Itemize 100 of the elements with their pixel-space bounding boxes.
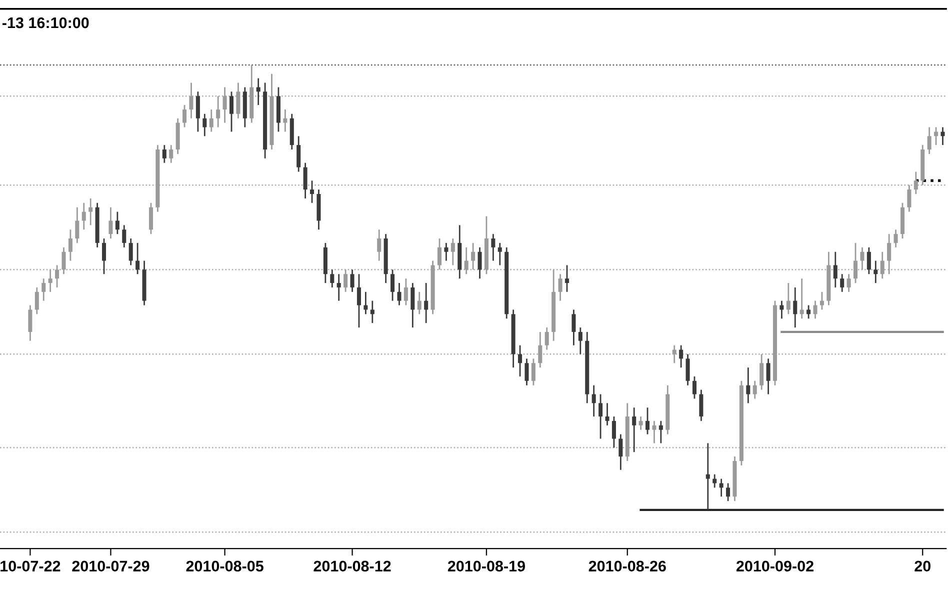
candlestick <box>846 273 851 293</box>
candlestick <box>34 286 39 315</box>
candlestick <box>491 233 496 262</box>
candlestick <box>854 242 858 284</box>
candlestick <box>840 273 844 293</box>
candlestick <box>182 104 187 128</box>
candlestick <box>632 406 636 453</box>
candlestick <box>437 238 442 270</box>
candlestick <box>209 108 214 132</box>
candlestick <box>169 144 174 164</box>
candlestick <box>108 206 113 240</box>
candlestick <box>450 238 455 266</box>
candlestick <box>544 326 549 350</box>
candlestick <box>148 202 153 235</box>
candlestick <box>692 376 696 400</box>
candlestick <box>444 242 448 262</box>
candlestick <box>880 251 884 280</box>
candlestick <box>82 202 86 230</box>
candlestick <box>162 144 166 164</box>
candlestick <box>336 273 341 302</box>
candlestick <box>887 233 892 275</box>
candlestick <box>746 366 750 404</box>
candlestick <box>686 353 690 386</box>
candlestick <box>518 344 522 378</box>
candlestick <box>55 264 60 288</box>
candlestick <box>860 246 864 270</box>
candlestick <box>229 90 234 132</box>
candlestick <box>793 286 798 328</box>
candlestick <box>296 135 301 172</box>
candlestick <box>672 344 676 364</box>
candlestick <box>786 282 790 315</box>
candlestick <box>122 224 126 248</box>
candlestick <box>356 273 361 328</box>
candlestick <box>364 291 368 315</box>
candlestick <box>638 416 643 431</box>
candlestick <box>303 162 308 200</box>
candlestick <box>927 126 932 155</box>
candlestick <box>62 246 66 275</box>
candlestick <box>136 242 140 275</box>
candlestick <box>222 86 227 124</box>
candlestick <box>780 300 784 320</box>
x-tick-label: 2010-08-05 <box>186 560 264 572</box>
candlestick <box>424 282 428 324</box>
candlestick <box>706 442 710 511</box>
candlestick <box>894 228 898 248</box>
candlestick <box>940 126 945 146</box>
x-tick-label: 2010-08-12 <box>314 560 391 572</box>
candlestick <box>531 358 536 386</box>
candlestick <box>377 228 382 262</box>
candlestick <box>592 384 596 418</box>
candlestick <box>464 246 468 275</box>
candlestick <box>310 180 314 204</box>
candlestick <box>564 264 570 293</box>
x-tick-label: 2010-08-26 <box>588 560 666 572</box>
candlestick <box>75 206 80 244</box>
candlestick <box>719 478 724 498</box>
candlestick <box>283 108 288 132</box>
x-tick-label: 2010-09-02 <box>736 560 814 572</box>
candlestick <box>558 273 562 302</box>
candlestick <box>524 358 529 386</box>
candlestick <box>344 268 348 293</box>
candlestick <box>202 113 207 137</box>
candlestick <box>914 171 918 195</box>
candlestick <box>48 268 52 293</box>
candlestick <box>478 246 482 280</box>
candlestick <box>410 282 415 328</box>
candlestick <box>370 300 374 324</box>
candlestick <box>417 291 422 315</box>
candlestick <box>498 242 502 266</box>
candlestick <box>652 420 656 444</box>
candlestick <box>115 211 120 235</box>
candlestick <box>874 260 878 284</box>
candlestick <box>766 358 770 395</box>
x-tick-label: 20 <box>914 560 930 572</box>
chart-title: -13 16:10:00 <box>2 17 89 28</box>
candlestick <box>806 304 811 320</box>
candlestick <box>471 242 476 270</box>
candlestick <box>760 353 764 390</box>
candlestick <box>726 482 730 502</box>
x-tick-label: 10-07-22 <box>0 560 60 572</box>
candlestick <box>397 282 402 306</box>
candlestick <box>752 380 757 400</box>
candlestick <box>800 278 804 320</box>
candlestick <box>907 184 912 212</box>
candlestick <box>646 406 650 435</box>
candlestick <box>42 278 46 302</box>
candlestick <box>866 246 871 275</box>
candlestick <box>404 278 408 306</box>
candlestick <box>658 420 663 444</box>
x-tick-label: 2010-07-29 <box>72 560 150 572</box>
candlestick <box>618 434 623 471</box>
candlestick <box>189 82 194 120</box>
x-tick-label: 2010-08-19 <box>448 560 525 572</box>
candlestick <box>813 300 818 320</box>
candlestick <box>88 198 93 226</box>
candlestick <box>216 95 220 128</box>
candlestick <box>68 228 72 262</box>
candlestick <box>330 268 334 288</box>
candlestick <box>256 78 260 106</box>
candlestick <box>598 394 603 440</box>
